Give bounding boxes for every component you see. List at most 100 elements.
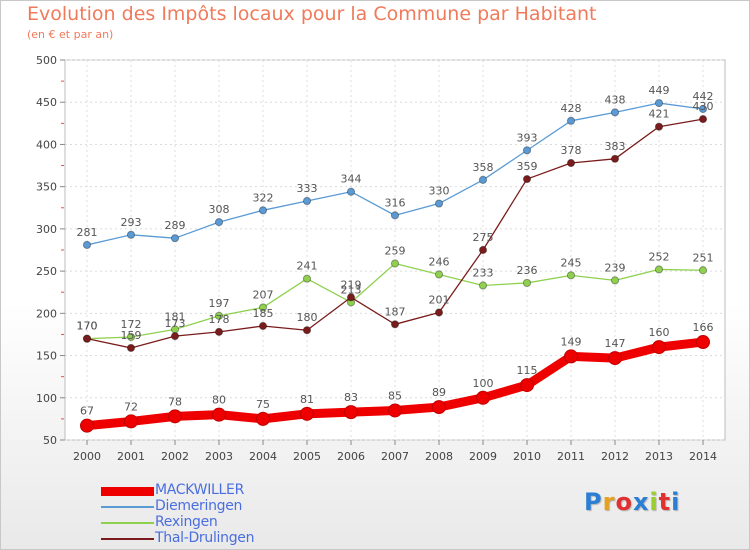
data-label-rexingen: 245	[561, 256, 582, 269]
data-point-mackwiller	[520, 378, 534, 393]
data-point-rexingen	[522, 278, 532, 288]
legend-item-diemeringen: Diemeringen	[101, 498, 361, 515]
x-tick-label: 2014	[689, 450, 717, 463]
legend: MACKWILLER Diemeringen Rexingen Thal-Dru…	[101, 482, 361, 547]
data-point-mackwiller	[168, 409, 182, 424]
data-label-thal-drulingen: 170	[77, 320, 98, 333]
data-label-mackwiller: 89	[432, 386, 446, 399]
data-point-mackwiller	[696, 335, 710, 350]
data-label-thal-drulingen: 173	[165, 317, 186, 330]
data-label-diemeringen: 344	[341, 173, 362, 186]
data-label-rexingen: 259	[385, 245, 406, 258]
data-label-mackwiller: 67	[80, 405, 94, 418]
data-point-diemeringen	[610, 108, 620, 117]
data-label-rexingen: 207	[253, 288, 274, 301]
data-point-mackwiller	[476, 390, 490, 405]
data-label-diemeringen: 393	[517, 131, 538, 144]
data-label-rexingen: 239	[605, 261, 626, 274]
logo-letter: r	[602, 488, 616, 516]
data-label-mackwiller: 149	[561, 335, 582, 348]
y-tick-label: 350	[36, 181, 57, 194]
legend-item-rexingen: Rexingen	[101, 514, 361, 531]
data-label-mackwiller: 115	[517, 364, 538, 377]
data-label-diemeringen: 449	[649, 84, 670, 97]
data-point-thal-drulingen	[434, 308, 444, 317]
data-label-mackwiller: 160	[649, 326, 670, 339]
y-tick-label: 50	[43, 434, 57, 447]
data-point-thal-drulingen	[346, 293, 356, 302]
data-label-mackwiller: 100	[473, 377, 494, 390]
data-point-thal-drulingen	[654, 122, 664, 131]
y-tick-label: 400	[36, 138, 57, 151]
y-tick-label: 250	[36, 265, 57, 278]
x-tick-label: 2007	[381, 450, 409, 463]
data-label-thal-drulingen: 275	[473, 231, 494, 244]
data-point-diemeringen	[566, 116, 576, 125]
data-point-mackwiller	[432, 400, 446, 415]
logo-letter: i	[649, 488, 659, 516]
x-tick-label: 2002	[161, 450, 189, 463]
data-point-thal-drulingen	[258, 321, 268, 331]
data-point-diemeringen	[478, 175, 488, 185]
data-label-thal-drulingen: 219	[341, 278, 362, 291]
logo-letter: P	[584, 488, 603, 516]
data-label-mackwiller: 166	[693, 321, 714, 334]
data-point-mackwiller	[300, 406, 314, 421]
data-label-thal-drulingen: 430	[693, 100, 714, 113]
data-point-mackwiller	[124, 414, 138, 429]
data-label-mackwiller: 78	[168, 395, 182, 408]
data-label-thal-drulingen: 378	[561, 144, 582, 157]
data-label-mackwiller: 81	[300, 393, 314, 406]
data-label-rexingen: 246	[429, 255, 450, 268]
x-tick-label: 2000	[73, 450, 101, 463]
data-point-diemeringen	[170, 234, 180, 243]
data-label-rexingen: 172	[121, 318, 142, 331]
data-point-thal-drulingen	[566, 158, 576, 168]
data-point-rexingen	[566, 271, 576, 280]
data-point-rexingen	[434, 270, 444, 279]
x-tick-label: 2012	[601, 450, 629, 463]
data-label-mackwiller: 83	[344, 391, 358, 404]
series-group	[80, 98, 710, 433]
y-tick-label: 100	[36, 392, 57, 405]
data-point-rexingen	[390, 259, 400, 268]
data-point-diemeringen	[214, 218, 224, 227]
data-point-rexingen	[478, 281, 488, 290]
legend-label: Thal-Drulingen	[155, 530, 255, 546]
data-point-rexingen	[126, 332, 136, 342]
data-point-diemeringen	[698, 104, 708, 114]
data-label-thal-drulingen: 159	[121, 329, 142, 342]
x-tick-label: 2003	[205, 450, 233, 463]
legend-swatch	[101, 522, 154, 524]
data-label-rexingen: 236	[517, 264, 538, 277]
data-label-rexingen: 181	[165, 310, 186, 323]
data-label-thal-drulingen: 201	[429, 293, 450, 306]
data-label-thal-drulingen: 187	[385, 305, 406, 318]
data-point-diemeringen	[258, 206, 268, 215]
data-point-mackwiller	[564, 349, 578, 364]
data-label-rexingen: 170	[77, 320, 98, 333]
data-label-diemeringen: 330	[429, 185, 450, 198]
data-point-mackwiller	[212, 407, 226, 422]
data-label-diemeringen: 316	[385, 196, 406, 209]
data-label-rexingen: 241	[297, 260, 318, 273]
data-point-diemeringen	[522, 146, 532, 155]
y-tick-label: 450	[36, 96, 57, 109]
legend-label: MACKWILLER	[155, 482, 245, 498]
data-label-rexingen: 233	[473, 266, 494, 279]
x-tick-label: 2005	[293, 450, 321, 463]
data-point-diemeringen	[302, 196, 312, 206]
data-label-diemeringen: 281	[77, 226, 98, 239]
logo-letter: t	[658, 488, 672, 516]
y-tick-label: 200	[36, 307, 57, 320]
data-point-thal-drulingen	[170, 332, 180, 341]
data-point-rexingen	[654, 265, 664, 274]
legend-item-mackwiller: MACKWILLER	[101, 482, 361, 499]
data-label-diemeringen: 289	[165, 219, 186, 232]
data-point-mackwiller	[80, 418, 94, 433]
data-point-thal-drulingen	[522, 174, 532, 184]
data-point-rexingen	[302, 274, 312, 283]
x-tick-label: 2010	[513, 450, 541, 463]
chart-title: Evolution des Impôts locaux pour la Comm…	[27, 3, 597, 25]
